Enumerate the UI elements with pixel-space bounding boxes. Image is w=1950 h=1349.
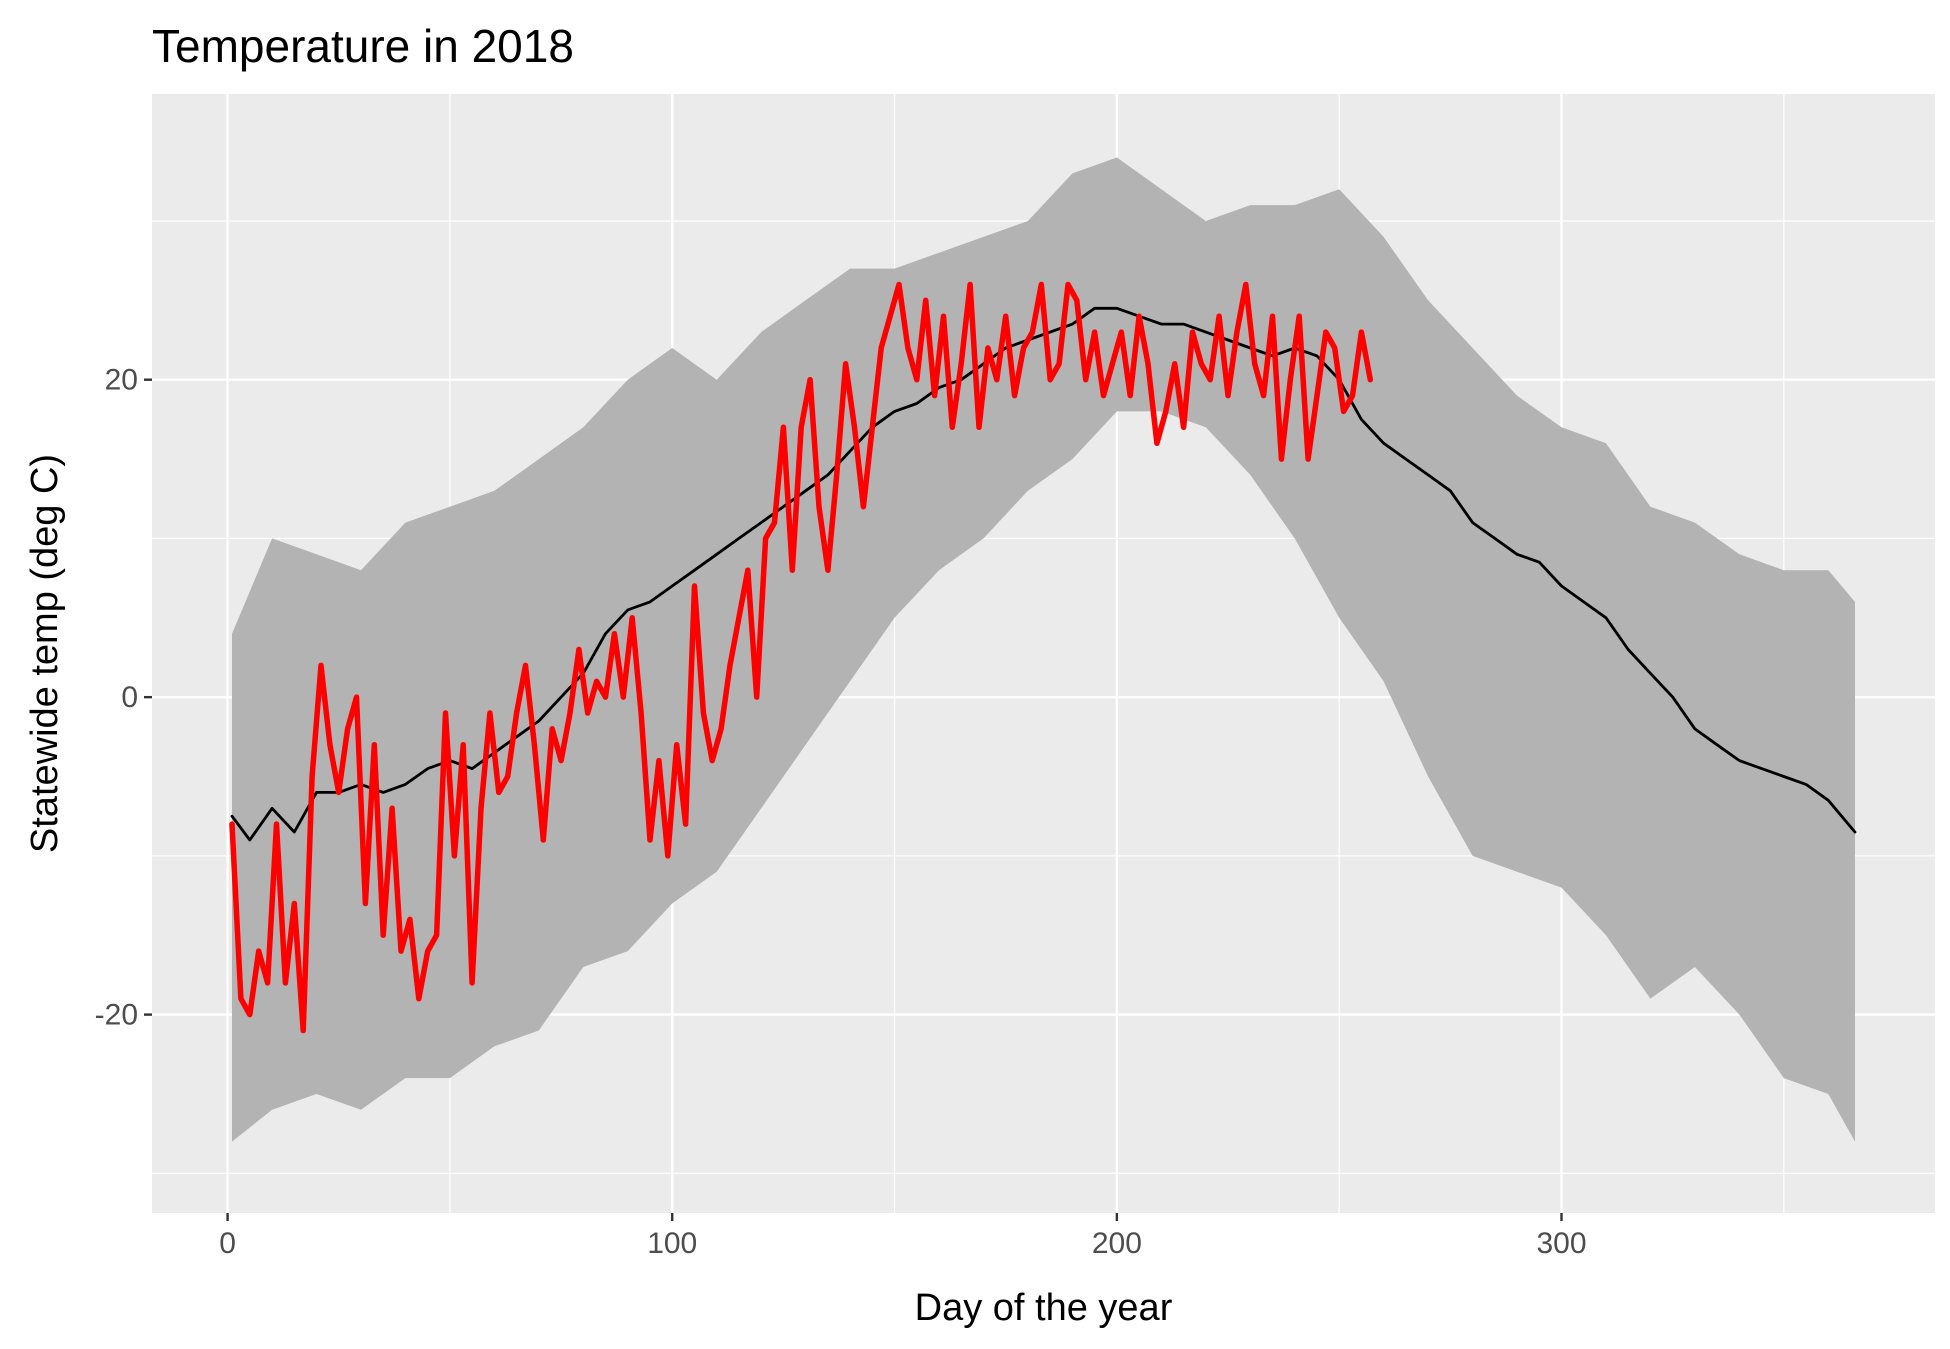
series-layer — [229, 281, 1857, 1034]
y-axis-title: Statewide temp (deg C) — [24, 454, 66, 853]
band-layer — [232, 157, 1855, 1142]
chart-title: Temperature in 2018 — [152, 20, 574, 72]
range-band — [232, 157, 1855, 1142]
x-tick-label: 300 — [1536, 1227, 1586, 1260]
x-tick-label: 200 — [1092, 1227, 1142, 1260]
x-axis: 0 100 200 300 — [219, 1213, 1587, 1260]
y-tick-label: -20 — [95, 999, 138, 1032]
y-tick-label: 0 — [121, 681, 138, 714]
y-tick-label: 20 — [105, 364, 138, 397]
x-tick-label: 100 — [647, 1227, 697, 1260]
series-line-2018 — [229, 281, 1374, 1034]
x-axis-title: Day of the year — [915, 1287, 1173, 1329]
y-axis: -20 0 20 — [95, 364, 152, 1032]
x-tick-label: 0 — [219, 1227, 236, 1260]
series-line-normal — [230, 306, 1857, 842]
